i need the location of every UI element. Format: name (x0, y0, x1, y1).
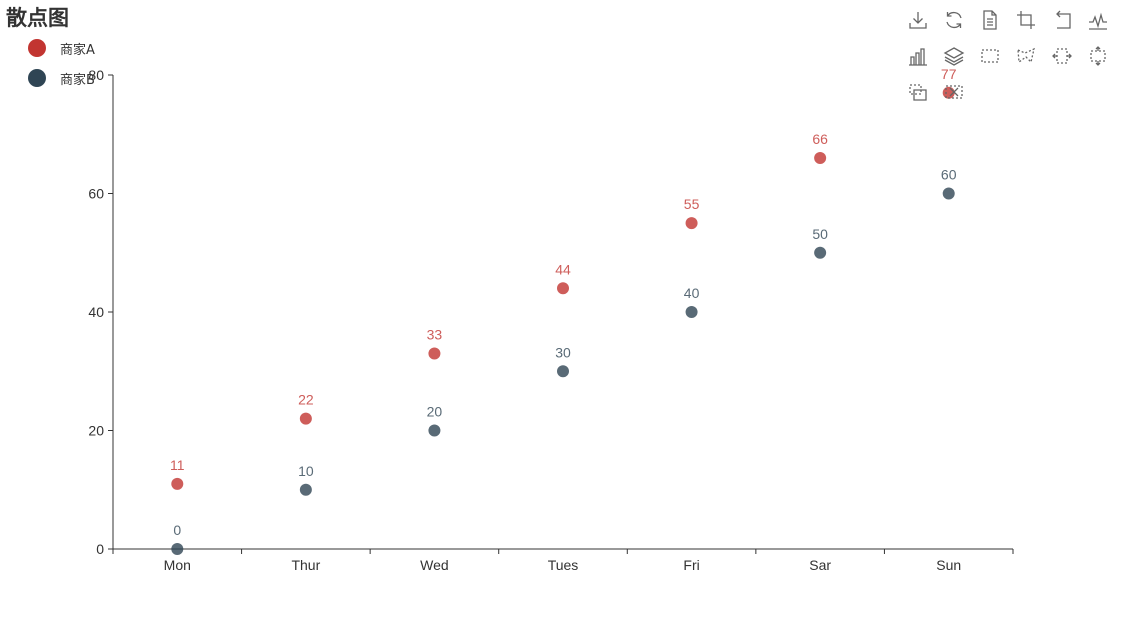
data-label: 20 (427, 404, 443, 420)
data-label: 44 (555, 261, 571, 277)
y-tick-label: 80 (88, 67, 104, 83)
y-tick-label: 20 (88, 423, 104, 439)
vertical-select-icon[interactable] (1084, 42, 1112, 70)
legend-item-series-b[interactable]: 商家B (28, 64, 95, 92)
keep-selection-icon[interactable] (904, 78, 932, 106)
clear-selection-icon[interactable] (940, 78, 968, 106)
data-label: 66 (812, 131, 828, 147)
data-point[interactable] (428, 347, 441, 360)
horizontal-select-icon[interactable] (1048, 42, 1076, 70)
data-label: 50 (812, 226, 828, 242)
data-point[interactable] (171, 543, 184, 555)
legend-item-series-a[interactable]: 商家A (28, 34, 95, 62)
data-point[interactable] (814, 151, 827, 164)
legend-marker-series-b (28, 69, 46, 87)
refresh-icon[interactable] (940, 6, 968, 34)
data-point[interactable] (428, 424, 441, 437)
stack-icon[interactable] (940, 42, 968, 70)
data-label: 10 (298, 463, 314, 479)
data-view-icon[interactable] (976, 6, 1004, 34)
crop-icon[interactable] (1012, 6, 1040, 34)
undo-icon[interactable] (1048, 6, 1076, 34)
data-label: 22 (298, 392, 314, 408)
download-icon[interactable] (904, 6, 932, 34)
data-point[interactable] (942, 187, 955, 200)
data-point[interactable] (171, 477, 184, 490)
data-point[interactable] (685, 217, 698, 230)
data-label: 11 (170, 457, 185, 473)
x-tick-label: Fri (683, 557, 699, 573)
data-label: 0 (173, 522, 181, 538)
data-label: 60 (941, 167, 957, 183)
data-label: 55 (684, 196, 700, 212)
data-label: 40 (684, 285, 700, 301)
data-point[interactable] (557, 282, 569, 295)
bar-chart-icon[interactable] (904, 42, 932, 70)
data-point[interactable] (557, 365, 569, 378)
polygon-select-icon[interactable] (1012, 42, 1040, 70)
data-point[interactable] (299, 412, 312, 425)
data-label: 33 (427, 326, 443, 342)
legend-label-series-b: 商家B (60, 72, 95, 88)
y-tick-label: 0 (96, 541, 104, 557)
y-tick-label: 40 (88, 304, 104, 320)
x-tick-label: Wed (420, 557, 449, 573)
x-tick-label: Thur (291, 557, 320, 573)
x-tick-label: Mon (164, 557, 191, 573)
y-tick-label: 60 (88, 186, 104, 202)
rect-select-icon[interactable] (976, 42, 1004, 70)
legend-label-series-a: 商家A (60, 42, 95, 58)
x-tick-label: Tues (548, 557, 579, 573)
x-tick-label: Sun (936, 557, 961, 573)
legend: 商家A 商家B (28, 34, 95, 94)
data-point[interactable] (814, 246, 827, 259)
data-label: 30 (555, 344, 571, 360)
data-point[interactable] (685, 306, 698, 318)
line-chart-icon[interactable] (1084, 6, 1112, 34)
data-label: 77 (941, 66, 957, 82)
x-tick-label: Sar (809, 557, 831, 573)
data-point[interactable] (299, 483, 312, 496)
chart-title: 散点图 (6, 6, 69, 30)
legend-marker-series-a (28, 39, 46, 57)
